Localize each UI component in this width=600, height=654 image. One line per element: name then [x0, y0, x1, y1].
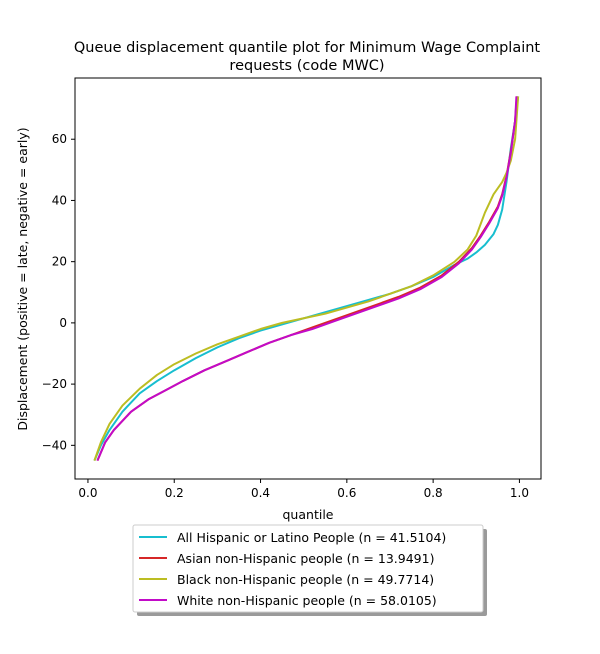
y-axis: −40 −20 0 20 40 60 [42, 132, 75, 452]
series-line-3 [93, 96, 520, 461]
series-line-2 [96, 96, 518, 462]
legend-label-3: Black non-Hispanic people (n = 49.7714) [177, 572, 434, 587]
series-line-4 [96, 96, 518, 462]
x-tick-label: 0.6 [337, 486, 356, 500]
chart-title-line-2: requests (code MWC) [229, 58, 384, 74]
x-axis-label: quantile [283, 507, 334, 522]
x-tick-label: 0.8 [424, 486, 443, 500]
chart-title-line-1: Queue displacement quantile plot for Min… [74, 40, 541, 56]
legend-box [132, 524, 484, 613]
legend-label-4: White non-Hispanic people (n = 58.0105) [177, 593, 437, 608]
y-axis-label: Displacement (positive = late, negative … [15, 127, 30, 430]
legend-label-2: Asian non-Hispanic people (n = 13.9491) [177, 551, 434, 566]
x-tick-label: 1.0 [510, 486, 529, 500]
y-tick-label: 20 [52, 255, 67, 269]
x-tick-label: 0.0 [78, 486, 97, 500]
y-tick-label: 40 [52, 193, 67, 207]
y-tick-label: 0 [59, 316, 67, 330]
plot-frame [74, 77, 542, 480]
legend-label-1: All Hispanic or Latino People (n = 41.51… [177, 530, 446, 545]
y-tick-label: −20 [42, 377, 67, 391]
legend: All Hispanic or Latino People (n = 41.51… [132, 524, 487, 616]
y-tick-label: 60 [52, 132, 67, 146]
x-tick-label: 0.2 [165, 486, 184, 500]
series-line-1 [93, 96, 520, 462]
y-tick-label: −40 [42, 438, 67, 452]
x-axis: 0.0 0.2 0.4 0.6 0.8 1.0 [78, 479, 529, 500]
x-tick-label: 0.4 [251, 486, 270, 500]
series-layer [93, 96, 520, 462]
